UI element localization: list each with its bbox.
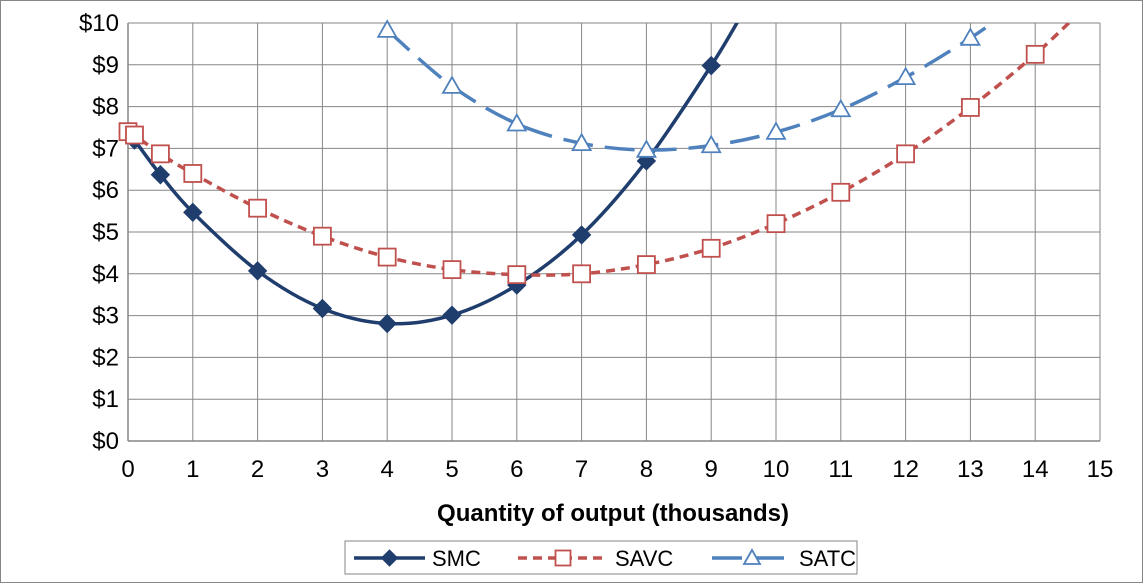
savc-data-point [248, 198, 268, 218]
x-tick-label: 10 [763, 456, 790, 483]
x-tick-label: 7 [575, 456, 588, 483]
satc-data-point [765, 121, 787, 140]
satc-data-point [700, 134, 722, 154]
y-tick-label: $1 [92, 386, 119, 413]
savc-data-point [701, 238, 721, 258]
y-tick-label: $8 [92, 94, 119, 121]
x-tick-label: 14 [1022, 456, 1049, 483]
smc-data-point [183, 202, 203, 223]
savc-data-point [961, 98, 980, 117]
smc-data-point [247, 261, 268, 281]
legend-marker-satc [742, 548, 762, 565]
smc-data-point [701, 55, 721, 76]
y-tick-label: $10 [79, 10, 119, 37]
legend-marker-smc [380, 549, 399, 567]
y-tick-label: $2 [92, 344, 119, 371]
y-tick-label: $9 [92, 52, 119, 79]
x-tick-label: 2 [251, 456, 264, 483]
y-tick-label: $5 [92, 219, 119, 246]
satc-data-point [959, 27, 981, 46]
x-tick-label: 4 [381, 456, 394, 483]
legend-label-smc: SMC [432, 546, 481, 571]
satc-data-point [895, 66, 917, 85]
x-tick-label: 9 [705, 456, 718, 483]
x-tick-label: 6 [510, 456, 523, 483]
y-tick-label: $7 [92, 135, 119, 162]
savc-data-point [312, 226, 332, 246]
tick-label-layer: 0 1 2 3 4 5 6 7 8 9 10 11 12 13 14 15$0$1$2$3$4$5$6$7$8… [79, 10, 1113, 483]
legend-item-satc: SATC [712, 546, 856, 571]
x-tick-label: 8 [640, 456, 653, 483]
y-tick-label: $0 [92, 428, 119, 455]
satc-data-point [635, 139, 657, 158]
savc-data-point [572, 264, 591, 284]
savc-data-point [831, 182, 851, 202]
x-tick-label: 11 [828, 456, 853, 483]
satc-data-point [830, 98, 852, 118]
satc-data-point [571, 132, 593, 152]
y-tick-label: $4 [92, 261, 119, 288]
savc-data-point [1025, 44, 1045, 64]
savc-data-point [507, 265, 527, 285]
savc-data-point [766, 214, 786, 234]
savc-data-point [150, 144, 170, 164]
axis-layer [127, 23, 1100, 442]
savc-data-point [183, 164, 203, 183]
legend-label-savc: SAVC [615, 546, 673, 571]
smc-data-point [377, 313, 397, 334]
savc-data-point [442, 260, 462, 280]
x-tick-label: 0 [121, 456, 134, 483]
x-tick-label: 15 [1087, 456, 1114, 483]
x-tick-label: 1 [186, 456, 199, 483]
satc-data-point [506, 112, 528, 132]
satc-data-point [441, 75, 463, 94]
x-tick-label: 5 [445, 456, 458, 483]
legend-item-smc: SMC [354, 546, 481, 571]
legend-item-savc: SAVC [518, 546, 673, 571]
smc-data-point [312, 298, 333, 319]
satc-data-point [376, 19, 398, 38]
y-tick-label: $3 [92, 303, 119, 330]
legend-label-satc: SATC [799, 546, 856, 571]
smc-data-point [150, 165, 171, 185]
y-tick-label: $6 [92, 177, 119, 204]
x-tick-label: 12 [892, 456, 919, 483]
legend-marker-savc [554, 549, 572, 567]
savc-data-point [637, 255, 656, 275]
legend: SMC SAVC SATC [344, 540, 858, 575]
x-tick-label: 3 [316, 456, 329, 483]
marker-layer [118, 19, 1045, 334]
x-axis-title: Quantity of output (thousands) [437, 500, 789, 527]
savc-data-point [377, 247, 397, 267]
x-tick-label: 13 [957, 456, 984, 483]
smc-data-point [571, 225, 592, 245]
smc-data-point [442, 305, 462, 325]
savc-data-point [125, 125, 144, 145]
savc-data-point [896, 144, 915, 164]
